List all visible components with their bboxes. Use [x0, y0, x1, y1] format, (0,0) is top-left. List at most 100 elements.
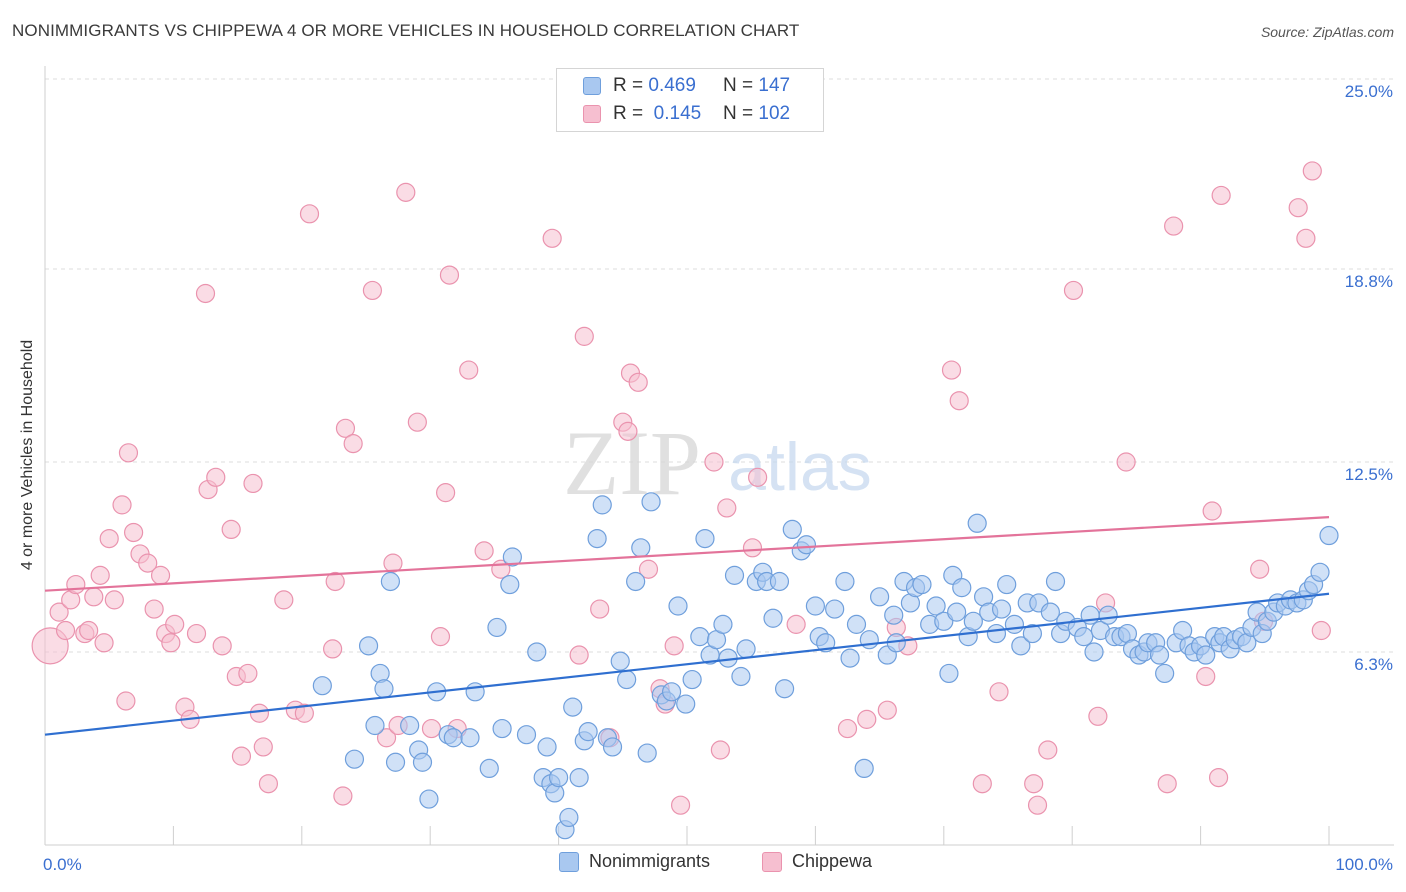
- stats-row-chippewa: R = 0.145 N = 102: [583, 101, 790, 127]
- chippewa-point: [274, 590, 294, 610]
- nonimmigrants-point: [825, 599, 845, 619]
- chippewa-point: [1157, 774, 1177, 794]
- chippewa-point: [94, 633, 114, 653]
- nonimmigrants-point: [769, 571, 790, 592]
- chippewa-point: [710, 740, 730, 760]
- nonimmigrants-point: [816, 633, 836, 653]
- chippewa-point: [670, 795, 691, 815]
- legend-item-chippewa[interactable]: Chippewa: [762, 851, 872, 872]
- chippewa-point: [66, 574, 86, 595]
- nonimmigrants-point: [602, 737, 623, 757]
- chippewa-point: [474, 541, 494, 561]
- chippewa-point: [161, 633, 181, 653]
- chippewa-point: [1208, 767, 1229, 788]
- chippewa-point: [84, 587, 104, 607]
- nonimmigrants-point: [587, 528, 607, 549]
- chippewa-point: [1038, 740, 1058, 760]
- nonimmigrants-point: [312, 676, 332, 696]
- nonimmigrants-point: [724, 565, 745, 585]
- nonimmigrants-point: [631, 538, 651, 558]
- legend-label: Chippewa: [792, 851, 873, 871]
- watermark-atlas: atlas: [728, 429, 872, 505]
- chippewa-point: [123, 522, 144, 543]
- nonimmigrants-point: [796, 535, 817, 555]
- axis-layer: [44, 66, 1394, 846]
- nonimmigrants-point: [487, 617, 507, 638]
- stats-legend: R = 0.469 N = 147 R = 0.145 N = 102: [556, 68, 824, 132]
- chippewa-point: [439, 265, 460, 285]
- nonimmigrants-point: [1084, 642, 1104, 662]
- nonimmigrants-point: [840, 648, 860, 668]
- chippewa-point: [1288, 198, 1308, 218]
- chippewa-point: [55, 620, 76, 641]
- nonimmigrants-point: [991, 599, 1012, 619]
- chippewa-point: [195, 283, 216, 304]
- nonimmigrants-point: [1011, 636, 1031, 656]
- n-value: 147: [758, 75, 791, 96]
- nonimmigrants-point: [736, 639, 756, 659]
- chippewa-point: [742, 538, 763, 558]
- nonimmigrants-point: [641, 492, 661, 512]
- chippewa-point: [590, 599, 610, 619]
- chippewa-point: [362, 280, 383, 301]
- chippewa-point: [1027, 795, 1048, 815]
- nonimmigrants-point: [731, 666, 751, 687]
- watermark: ZIP atlas: [563, 412, 872, 514]
- chippewa-point: [1088, 706, 1108, 726]
- nonimmigrants-point: [559, 807, 579, 828]
- nonimmigrants-point: [884, 605, 904, 625]
- chippewa-point: [628, 372, 648, 392]
- nonimmigrants-point: [869, 587, 890, 607]
- chippewa-point: [1211, 185, 1231, 206]
- legend-label: Nonimmigrants: [589, 851, 711, 871]
- chippewa-point: [333, 786, 353, 806]
- nonimmigrants-point: [997, 574, 1017, 595]
- nonimmigrants-point: [500, 574, 520, 595]
- nonimmigrants-point: [912, 574, 932, 595]
- chippewa-point: [989, 682, 1009, 702]
- source-label: Source: ZipAtlas.com: [1260, 24, 1394, 40]
- nonimmigrants-point: [502, 547, 522, 567]
- chippewa-point: [704, 452, 724, 472]
- chippewa-point: [238, 663, 258, 684]
- chippewa-point: [877, 700, 897, 720]
- nonimmigrants-point: [344, 749, 365, 769]
- chippewa-point: [258, 774, 279, 794]
- nonimmigrants-point: [465, 682, 485, 702]
- stats-row-nonimmigrants: R = 0.469 N = 147: [583, 73, 790, 99]
- nonimmigrants-point: [835, 571, 855, 592]
- nonimmigrants-point: [782, 519, 802, 540]
- y-tick-label: 6.3%: [1354, 655, 1393, 674]
- chippewa-point: [664, 636, 684, 656]
- nonimmigrants-point: [1074, 627, 1094, 647]
- chippewa-point: [90, 565, 110, 585]
- chippewa-point: [294, 703, 314, 723]
- n-label: N =: [723, 75, 754, 96]
- legend-item-nonimmigrants[interactable]: Nonimmigrants: [559, 851, 710, 872]
- chippewa-point: [786, 614, 806, 634]
- chippewa-point: [1196, 666, 1216, 687]
- chippewa-point: [1164, 216, 1184, 236]
- chippewa-point: [243, 473, 263, 494]
- chippewa-point: [249, 703, 270, 723]
- chippewa-point: [79, 620, 99, 641]
- nonimmigrants-point: [1319, 525, 1339, 546]
- chippewa-point: [972, 774, 992, 794]
- nonimmigrants-point: [374, 679, 394, 699]
- chippewa-point: [221, 519, 241, 540]
- nonimmigrants-point: [676, 694, 696, 714]
- nonimmigrants-point: [365, 715, 385, 736]
- nonimmigrants-point: [610, 651, 630, 671]
- chippewa-point: [49, 602, 69, 622]
- chippewa-point: [1024, 774, 1044, 794]
- nonimmigrants-point: [695, 528, 715, 549]
- chippewa-point: [325, 571, 345, 592]
- chippewa-point: [638, 559, 659, 579]
- chippewa-point: [253, 737, 273, 757]
- nonimmigrants-point: [661, 682, 682, 702]
- chippewa-point: [430, 627, 451, 647]
- nonimmigrants-point: [412, 752, 433, 772]
- y-tick-label: 18.8%: [1345, 272, 1393, 291]
- chippewa-swatch: [762, 851, 782, 872]
